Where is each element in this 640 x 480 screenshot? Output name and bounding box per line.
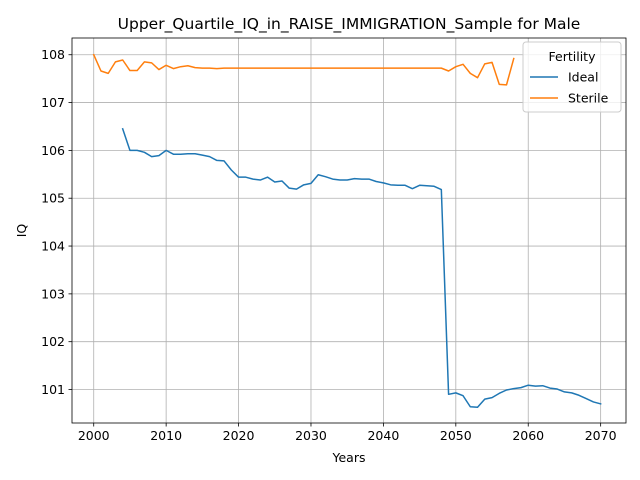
y-tick-label: 101	[41, 382, 65, 397]
x-tick-label: 2060	[512, 428, 544, 443]
x-tick-label: 2070	[585, 428, 617, 443]
legend-label-sterile: Sterile	[568, 91, 609, 106]
y-tick-label: 102	[41, 334, 65, 349]
x-tick-label: 2000	[78, 428, 110, 443]
x-tick-label: 2040	[367, 428, 399, 443]
x-tick-label: 2030	[295, 428, 327, 443]
y-axis-label: IQ	[14, 224, 29, 238]
chart-title: Upper_Quartile_IQ_in_RAISE_IMMIGRATION_S…	[118, 15, 581, 34]
y-tick-label: 104	[41, 239, 65, 254]
y-tick-label: 108	[41, 47, 65, 62]
legend-title: Fertility	[549, 49, 597, 64]
x-tick-label: 2020	[223, 428, 255, 443]
y-tick-label: 105	[41, 191, 65, 206]
y-tick-label: 103	[41, 286, 65, 301]
y-tick-label: 107	[41, 95, 65, 110]
y-tick-label: 106	[41, 143, 65, 158]
legend: Fertility Ideal Sterile	[523, 42, 621, 112]
x-tick-label: 2010	[150, 428, 182, 443]
x-tick-label: 2050	[440, 428, 472, 443]
x-axis-label: Years	[332, 450, 366, 465]
legend-label-ideal: Ideal	[568, 70, 598, 85]
